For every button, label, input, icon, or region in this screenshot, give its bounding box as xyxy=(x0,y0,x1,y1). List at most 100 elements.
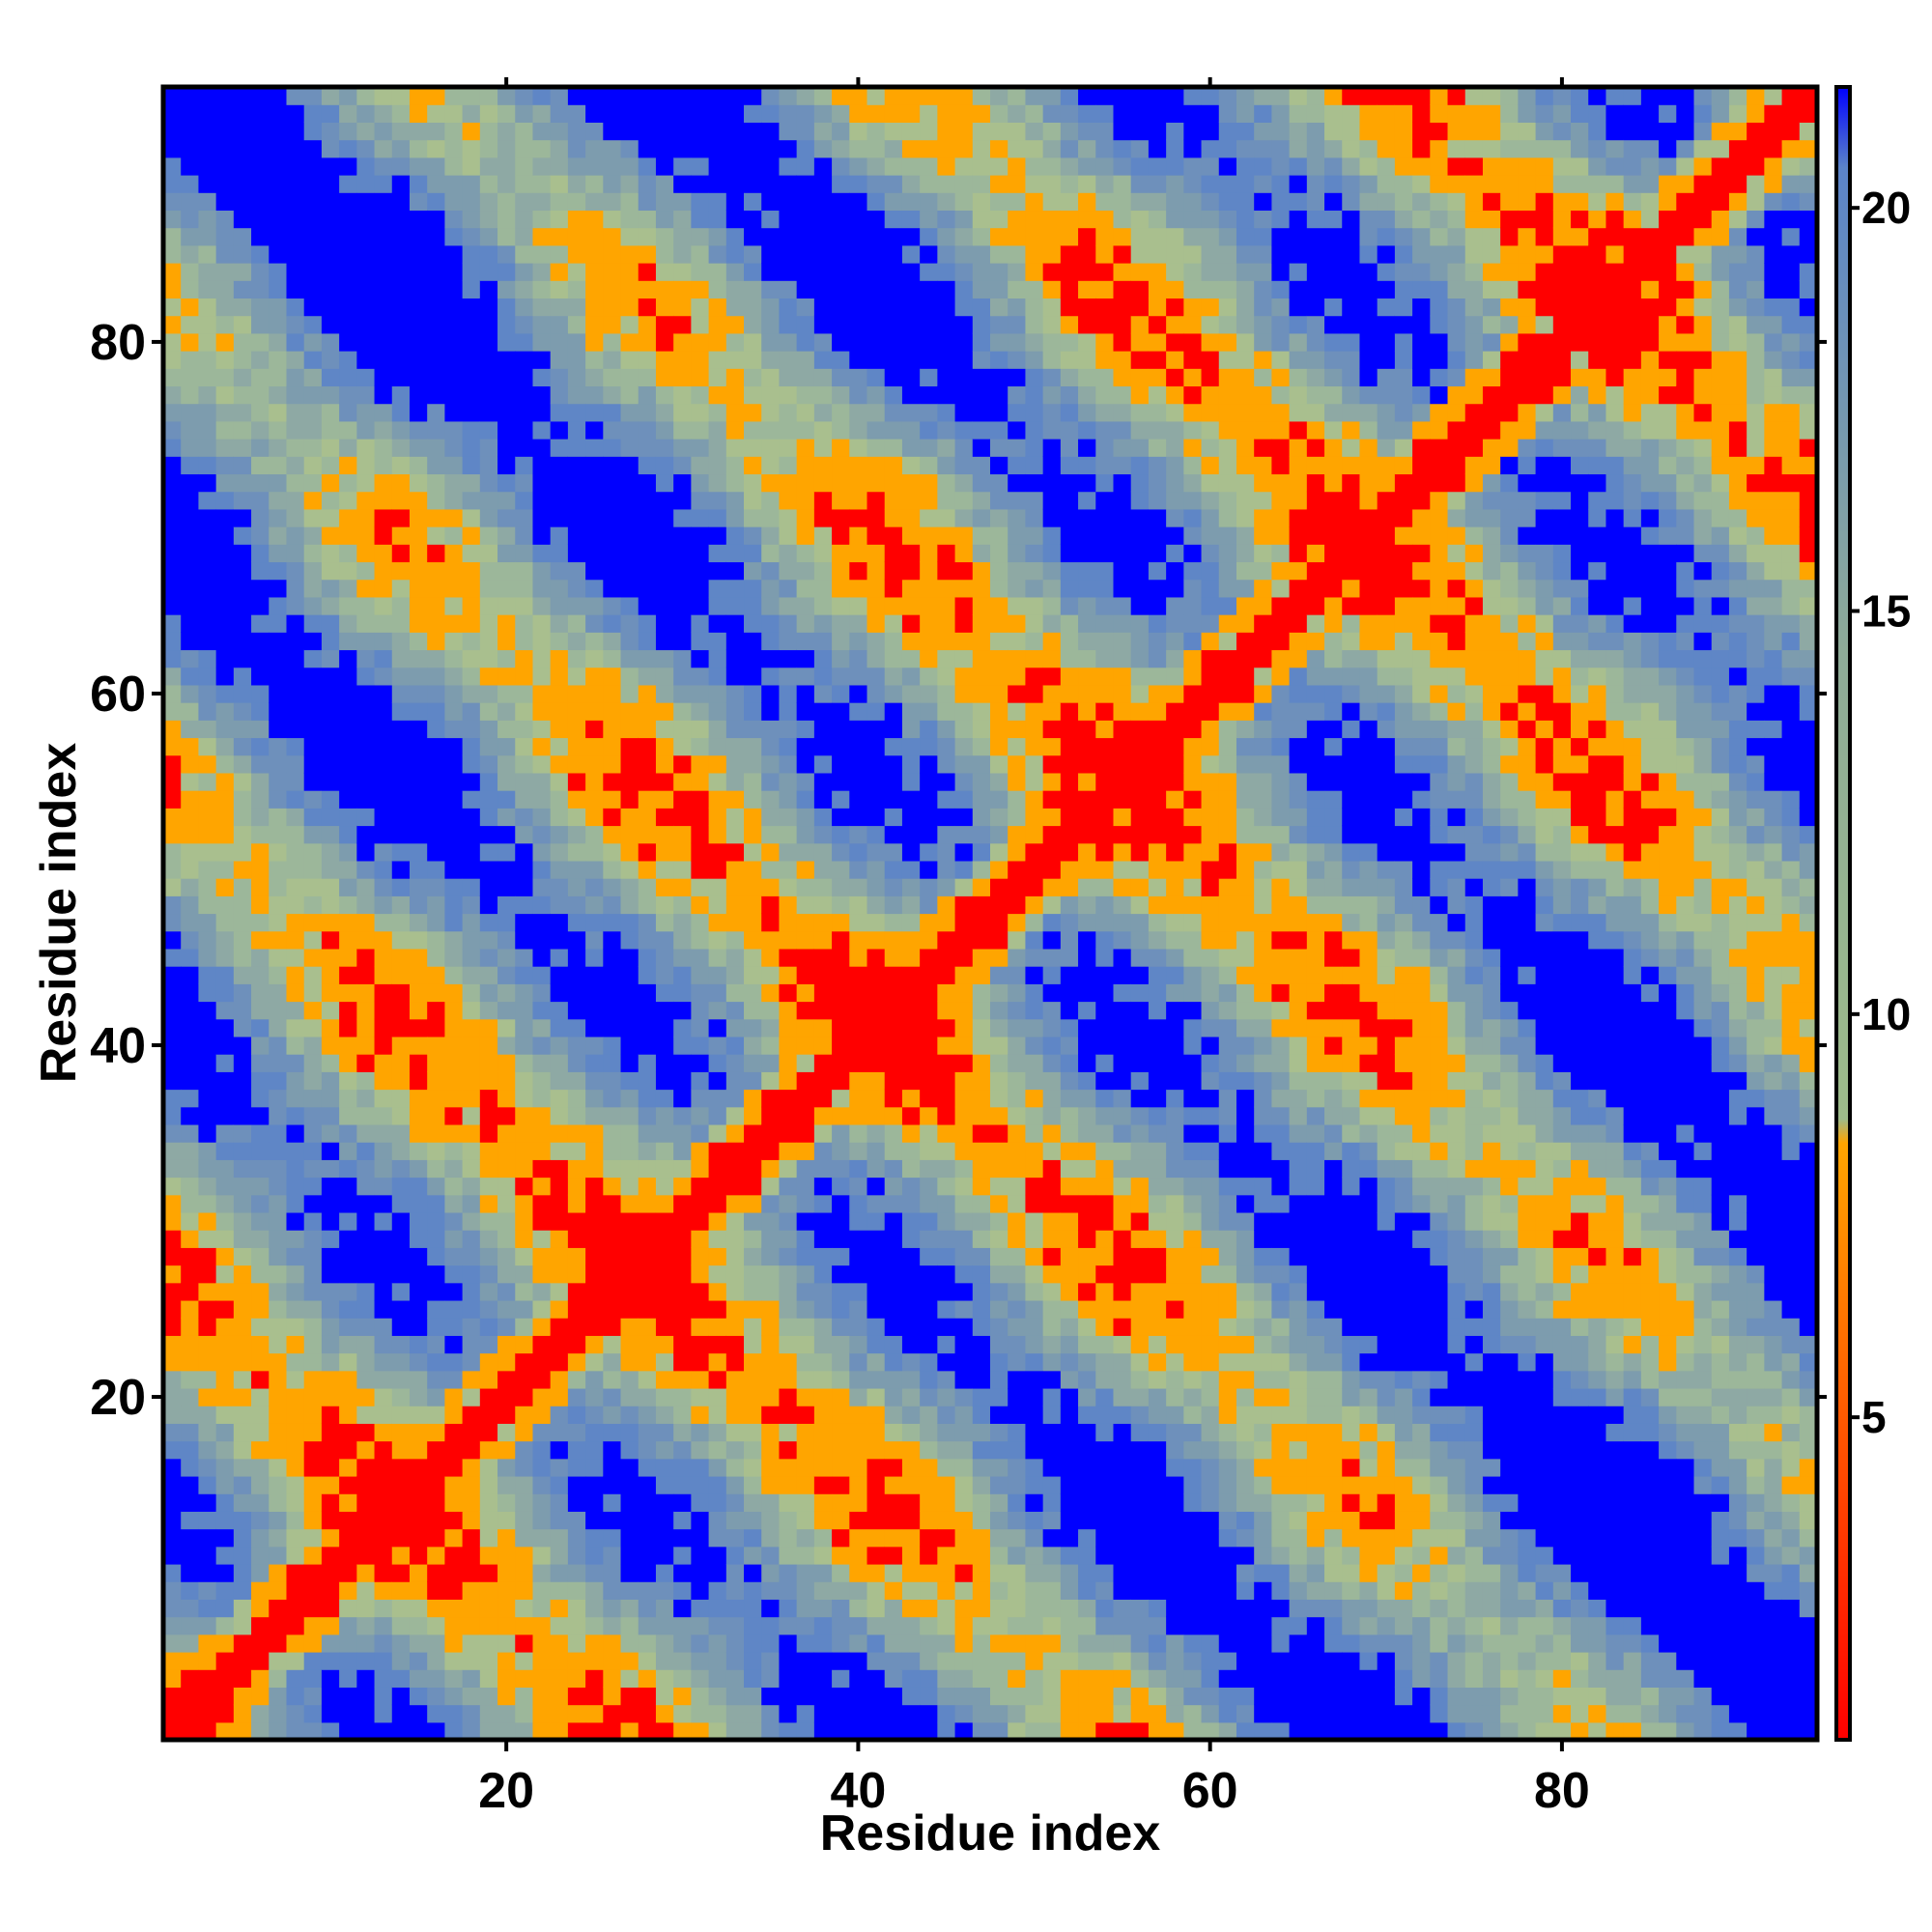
heatmap-cell xyxy=(391,1106,411,1125)
heatmap-cell xyxy=(286,842,305,862)
heatmap-cell xyxy=(181,1352,200,1372)
heatmap-cell xyxy=(479,1423,498,1442)
heatmap-cell xyxy=(233,1387,252,1406)
heatmap-cell xyxy=(269,842,288,862)
heatmap-cell xyxy=(867,772,886,791)
heatmap-cell xyxy=(269,1528,288,1548)
heatmap-cell xyxy=(954,842,974,862)
heatmap-cell xyxy=(497,1318,516,1336)
heatmap-cell xyxy=(1008,702,1027,721)
heatmap-cell xyxy=(497,1142,516,1160)
heatmap-cell xyxy=(761,1230,781,1248)
heatmap-cell xyxy=(163,1651,182,1670)
heatmap-cell xyxy=(954,1528,974,1548)
heatmap-cell xyxy=(708,1036,727,1055)
heatmap-cell xyxy=(479,1177,498,1196)
heatmap-cell xyxy=(744,702,762,721)
heatmap-cell xyxy=(1042,702,1062,721)
heatmap-cell xyxy=(796,1054,815,1072)
heatmap-cell xyxy=(303,684,323,703)
heatmap-cell xyxy=(1008,596,1027,615)
heatmap-cell xyxy=(813,1211,833,1231)
heatmap-cell xyxy=(321,720,340,739)
heatmap-cell xyxy=(603,930,622,950)
heatmap-cell xyxy=(620,1318,639,1336)
heatmap-cell xyxy=(497,596,516,615)
heatmap-cell xyxy=(567,456,586,475)
heatmap-cell xyxy=(1008,930,1027,950)
heatmap-cell xyxy=(444,368,464,387)
heatmap-cell xyxy=(532,1194,552,1213)
heatmap-cell xyxy=(427,684,445,703)
heatmap-cell xyxy=(462,351,481,369)
heatmap-cell xyxy=(761,351,781,369)
heatmap-cell xyxy=(920,737,938,756)
heatmap-cell xyxy=(779,175,798,193)
heatmap-cell xyxy=(990,1159,1009,1179)
heatmap-cell xyxy=(954,368,974,387)
heatmap-cell xyxy=(409,1299,428,1319)
heatmap-cell xyxy=(867,192,886,212)
heatmap-cell xyxy=(198,1528,217,1548)
heatmap-cell xyxy=(937,1475,956,1494)
heatmap-cell xyxy=(515,1616,534,1635)
heatmap-cell xyxy=(339,508,357,527)
heatmap-cell xyxy=(638,1018,657,1037)
heatmap-cell xyxy=(1060,895,1079,915)
heatmap-cell xyxy=(638,1669,657,1688)
heatmap-cell xyxy=(391,596,411,615)
heatmap-cell xyxy=(163,1054,182,1072)
heatmap-cell xyxy=(884,280,903,299)
heatmap-cell xyxy=(286,702,305,721)
heatmap-cell xyxy=(920,1563,938,1582)
heatmap-cell xyxy=(339,280,357,299)
heatmap-cell xyxy=(1078,1704,1096,1723)
heatmap-cell xyxy=(832,263,850,281)
heatmap-cell xyxy=(585,895,604,915)
heatmap-cell xyxy=(233,983,252,1003)
heatmap-cell xyxy=(620,175,639,193)
heatmap-cell xyxy=(761,1018,781,1037)
heatmap-cell xyxy=(990,351,1009,369)
heatmap-cell xyxy=(849,1423,868,1442)
heatmap-cell xyxy=(479,439,498,457)
heatmap-cell xyxy=(532,385,552,405)
heatmap-cell xyxy=(620,1211,639,1231)
heatmap-cell xyxy=(339,1651,357,1670)
heatmap-cell xyxy=(779,913,798,932)
heatmap-cell xyxy=(796,122,815,141)
heatmap-cell xyxy=(832,1018,850,1037)
heatmap-cell xyxy=(796,754,815,774)
heatmap-cell xyxy=(673,1089,692,1108)
heatmap-cell xyxy=(638,439,657,457)
heatmap-cell xyxy=(163,878,182,896)
heatmap-cell xyxy=(655,1211,674,1231)
heatmap-cell xyxy=(391,368,411,387)
heatmap-cell xyxy=(409,825,428,844)
heatmap-cell xyxy=(655,1194,674,1213)
heatmap-cell xyxy=(303,156,323,176)
heatmap-cell xyxy=(163,1687,182,1706)
heatmap-cell xyxy=(303,632,323,651)
heatmap-cell xyxy=(708,1335,727,1354)
heatmap-cell xyxy=(163,808,182,827)
heatmap-cell xyxy=(215,1581,235,1600)
heatmap-cell xyxy=(215,1493,235,1512)
heatmap-cell xyxy=(849,1528,868,1548)
heatmap-cell xyxy=(937,1177,956,1196)
heatmap-cell xyxy=(215,1106,235,1125)
heatmap-cell xyxy=(321,754,340,774)
heatmap-cell xyxy=(1078,579,1096,598)
heatmap-cell xyxy=(673,737,692,756)
heatmap-cell xyxy=(1008,298,1027,317)
heatmap-cell xyxy=(1042,1581,1062,1600)
heatmap-cell xyxy=(972,649,991,668)
heatmap-cell xyxy=(1042,1493,1062,1512)
heatmap-cell xyxy=(813,983,833,1003)
heatmap-cell xyxy=(708,1370,727,1389)
heatmap-cell xyxy=(391,842,411,862)
heatmap-cell xyxy=(920,332,938,352)
heatmap-cell xyxy=(321,244,340,264)
heatmap-cell xyxy=(849,878,868,896)
heatmap-cell xyxy=(1008,632,1027,651)
